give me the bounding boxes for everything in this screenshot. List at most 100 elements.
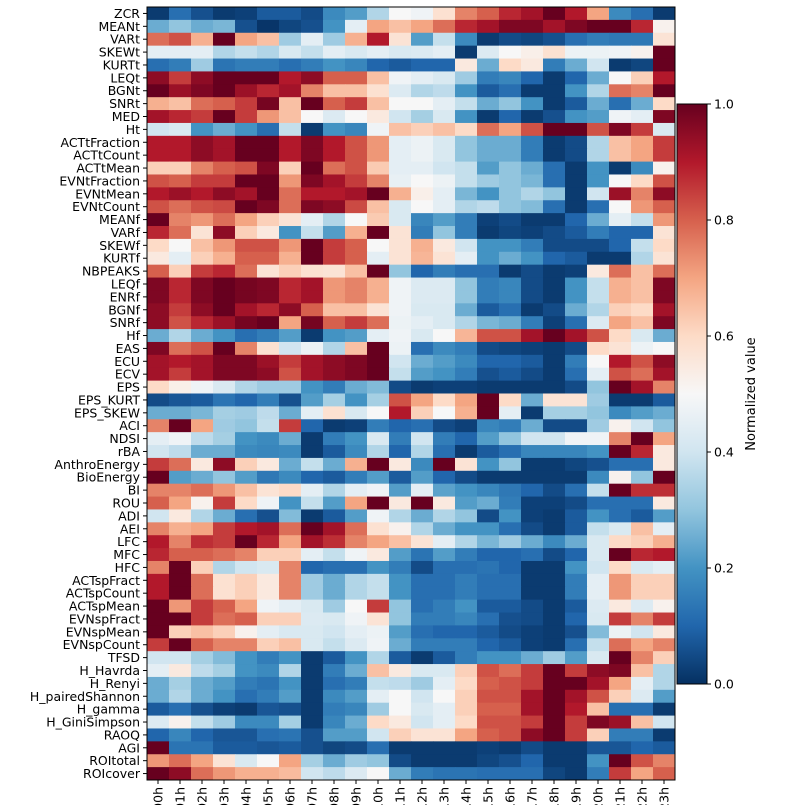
colorbar-tick-label: 0.2 [714, 561, 734, 576]
heatmap-cell [235, 702, 258, 717]
heatmap-cell [653, 419, 676, 433]
heatmap-cell [609, 97, 632, 111]
heatmap-cell [587, 741, 610, 755]
heatmap-cell [411, 560, 434, 575]
heatmap-cell [257, 548, 280, 562]
heatmap-cell [169, 174, 192, 188]
heatmap-cell [279, 367, 302, 382]
heatmap-cell [455, 612, 478, 626]
heatmap-cell [279, 161, 302, 175]
heatmap-cell [345, 45, 368, 60]
heatmap-cell [147, 200, 170, 214]
heatmap-cell [147, 599, 170, 614]
heatmap-cell [499, 509, 522, 523]
heatmap-cell [279, 612, 302, 626]
heatmap-cell [345, 419, 368, 433]
heatmap-cell [433, 187, 456, 201]
heatmap-cell [411, 200, 434, 214]
heatmap-cell [477, 406, 500, 420]
heatmap-cell [191, 200, 214, 214]
heatmap-cell [169, 638, 192, 652]
heatmap-cell [279, 45, 302, 60]
heatmap-cell [543, 251, 566, 266]
heatmap-cell [257, 573, 280, 588]
heatmap-cell [565, 148, 588, 163]
heatmap-cell [631, 135, 654, 150]
heatmap-cell [235, 367, 258, 382]
heatmap-cell [367, 135, 390, 150]
heatmap-cell [653, 483, 676, 498]
heatmap-cell [499, 354, 522, 369]
y-tick-label: EVNtCount [72, 199, 140, 214]
heatmap-cell [389, 200, 412, 214]
heatmap-cell [477, 367, 500, 382]
heatmap-cell [345, 380, 368, 394]
heatmap-cell [169, 419, 192, 433]
heatmap-cell [213, 264, 236, 279]
heatmap-cell [455, 651, 478, 665]
heatmap-cell [235, 71, 258, 85]
heatmap-cell [499, 161, 522, 175]
heatmap-cell [455, 548, 478, 562]
colorbar-tick-label: 1.0 [714, 97, 734, 112]
heatmap-cell [213, 32, 236, 47]
heatmap-cell [323, 380, 346, 394]
heatmap-cell [543, 277, 566, 291]
heatmap-cell [455, 19, 478, 34]
heatmap-cell [323, 741, 346, 755]
heatmap-cell [521, 715, 544, 729]
heatmap-cell [213, 148, 236, 163]
heatmap-cell [257, 341, 280, 356]
heatmap-cell [477, 200, 500, 214]
heatmap-cell [389, 767, 412, 781]
heatmap-cell [147, 84, 170, 98]
heatmap-cell [367, 238, 390, 253]
y-tick-label: EPS [117, 380, 140, 395]
heatmap-cell [191, 122, 214, 137]
heatmap-cell [543, 148, 566, 163]
x-tick-label: 10h [371, 787, 386, 805]
heatmap-cell [301, 122, 324, 137]
heatmap-cell [477, 728, 500, 742]
heatmap-cell [609, 45, 632, 60]
heatmap-cell [499, 19, 522, 34]
heatmap-cell [301, 664, 324, 678]
heatmap-cell [213, 187, 236, 201]
heatmap-cell [323, 84, 346, 98]
y-tick-label: ACTtCount [73, 148, 140, 163]
heatmap-cell [169, 483, 192, 498]
heatmap-cell [147, 277, 170, 291]
heatmap-cell [565, 213, 588, 227]
heatmap-cell [411, 226, 434, 240]
heatmap-cell [521, 7, 544, 21]
heatmap-cell [477, 548, 500, 562]
heatmap-cell [169, 148, 192, 163]
heatmap-cell [521, 599, 544, 614]
heatmap-cell [169, 522, 192, 536]
heatmap-cell [609, 535, 632, 549]
heatmap-cell [455, 213, 478, 227]
heatmap-cell [257, 213, 280, 227]
heatmap-cell [565, 251, 588, 266]
heatmap-cell [213, 586, 236, 601]
heatmap-cell [631, 599, 654, 614]
heatmap-cell [389, 483, 412, 498]
heatmap-cell [279, 84, 302, 98]
heatmap-cell [499, 200, 522, 214]
heatmap-cell [477, 290, 500, 304]
y-tick-label: rBA [118, 444, 141, 459]
heatmap-cell [411, 586, 434, 601]
y-tick-label: SKEWt [99, 45, 140, 60]
heatmap-cell [587, 226, 610, 240]
heatmap-cell [565, 573, 588, 588]
heatmap-cell [433, 277, 456, 291]
heatmap-cell [389, 496, 412, 510]
heatmap-cell [499, 110, 522, 124]
heatmap-cell [477, 432, 500, 446]
heatmap-cell [631, 702, 654, 717]
heatmap-cell [279, 122, 302, 137]
heatmap-cell [455, 715, 478, 729]
heatmap-cell [587, 329, 610, 343]
heatmap-cell [433, 664, 456, 678]
heatmap-cell [213, 406, 236, 420]
